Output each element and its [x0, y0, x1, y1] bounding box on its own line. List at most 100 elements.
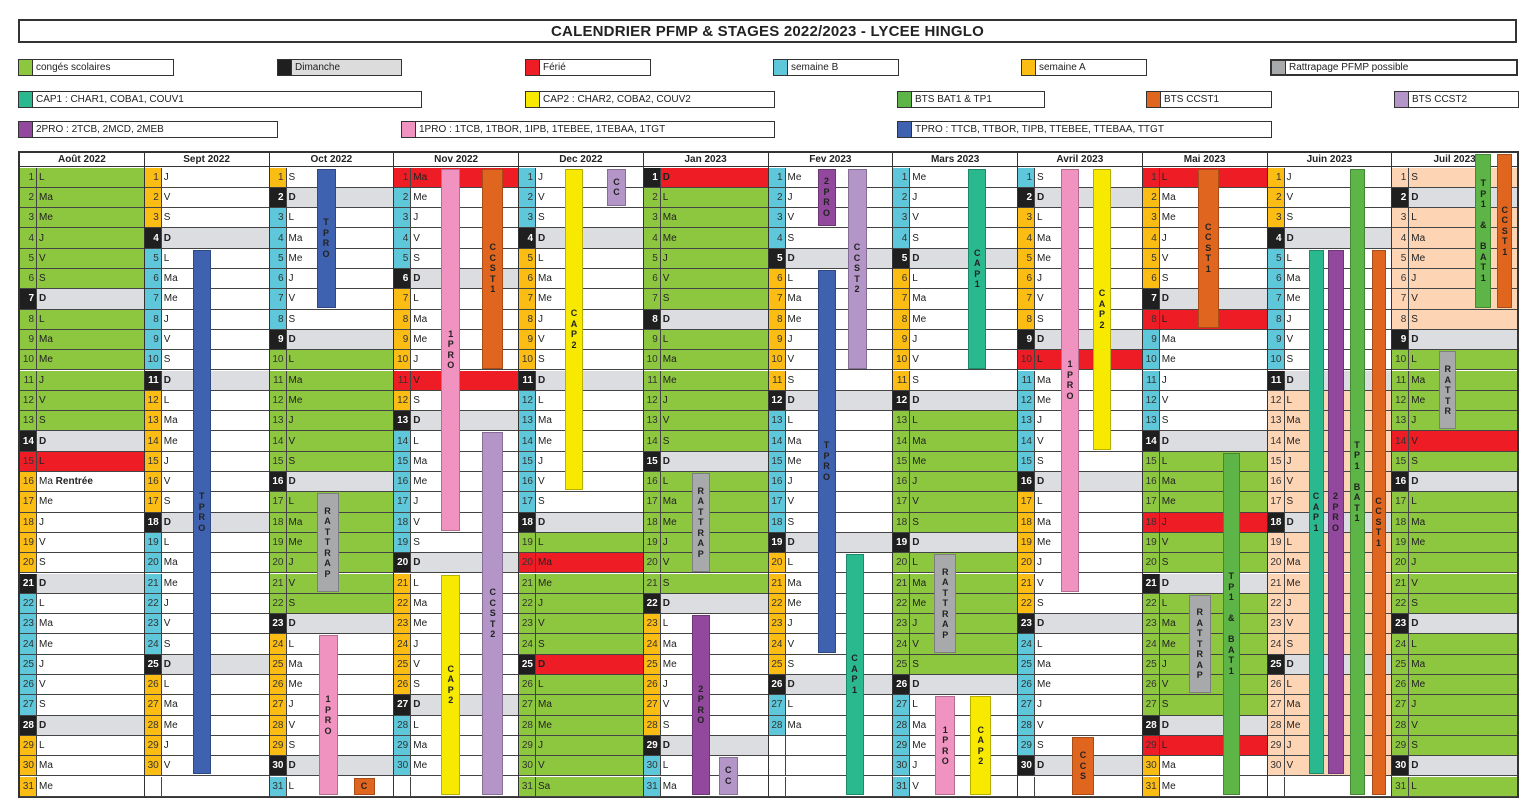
day-of-week: D — [288, 760, 296, 772]
day-number: 6 — [519, 269, 536, 289]
month-column: Mai 2023 1 L 2 Ma 3 Me 4 J 5 V 6 S 7 D 8 L 9 Ma 10 Me 11 J 12 V 1… — [1142, 153, 1268, 797]
day-row: 4 Me — [643, 228, 768, 249]
day-row: 28 V — [1018, 715, 1142, 736]
day-of-week: V — [662, 557, 670, 569]
day-number: 30 — [1142, 756, 1160, 776]
legend-item-bts_ccst2: BTS CCST2 — [1394, 91, 1519, 108]
day-number: 20 — [1142, 553, 1160, 573]
legend-item-conges: congés scolaires — [18, 59, 174, 76]
day-number — [768, 776, 786, 796]
day-number: 1 — [20, 167, 37, 187]
day-of-week: J — [787, 191, 793, 203]
day-of-week: Me — [662, 374, 677, 386]
day-number: 15 — [768, 451, 786, 471]
day-of-week: Me — [1161, 496, 1176, 508]
day-of-week: Me — [538, 293, 552, 305]
day-of-week: L — [912, 273, 918, 285]
day-number: 11 — [1392, 370, 1410, 390]
day-number: 2 — [768, 187, 786, 208]
day-of-week: V — [538, 760, 545, 772]
day-row: 27 Ma — [519, 695, 643, 716]
day-number: 20 — [519, 553, 536, 573]
day-number: 7 — [643, 289, 661, 309]
day-of-week: S — [1286, 354, 1294, 366]
day-number: 30 — [269, 756, 287, 776]
day-of-week: Me — [39, 780, 53, 792]
day-of-week: J — [1161, 232, 1167, 244]
day-of-week: Ma — [1286, 415, 1301, 427]
day-number: 31 — [20, 776, 37, 796]
day-number: 9 — [1267, 329, 1285, 350]
day-number: 29 — [893, 735, 911, 756]
day-number: 2 — [519, 187, 536, 208]
day-of-week: J — [1037, 415, 1042, 427]
day-of-week: V — [538, 618, 545, 630]
calendar-grid: Août 2022 1 L 2 Ma 3 Me 4 J 5 V 6 S 7 D 8 L 9 Ma 10 Me 11 J 12 V… — [18, 151, 1519, 798]
day-number: 12 — [1142, 390, 1160, 411]
day-of-week: J — [538, 171, 543, 183]
legend-swatch — [526, 60, 540, 75]
day-number: 30 — [893, 756, 911, 776]
day-number: 8 — [1267, 309, 1285, 329]
day-number: 13 — [1392, 411, 1410, 431]
day-of-week: V — [662, 273, 670, 285]
day-of-week: D — [413, 415, 421, 427]
day-number: 5 — [269, 248, 287, 268]
day-of-week: L — [288, 780, 295, 792]
day-row: 24 Me — [20, 634, 144, 655]
day-number: 7 — [768, 289, 786, 309]
day-number: 21 — [768, 573, 786, 593]
day-of-week: L — [662, 760, 669, 772]
day-row: 27 S — [20, 695, 144, 716]
day-of-week: L — [413, 435, 419, 447]
day-of-week: Ma — [39, 334, 53, 346]
legend-item-2pro: 2PRO : 2TCB, 2MCD, 2MEB — [18, 121, 278, 138]
day-of-week: J — [1411, 557, 1417, 569]
day-of-week: Ma — [1411, 374, 1426, 386]
day-of-week: S — [39, 273, 46, 285]
day-number: 16 — [144, 472, 162, 492]
day-of-week: D — [1161, 577, 1169, 589]
day-row: 12 Me — [1018, 390, 1142, 412]
day-of-week: V — [1286, 760, 1294, 772]
day-row: 20 J — [1392, 553, 1517, 574]
legend-swatch — [1395, 92, 1409, 107]
day-number: 25 — [1392, 654, 1410, 674]
day-of-week: Me — [1037, 394, 1051, 406]
day-row: 28 Me — [519, 715, 643, 736]
day-number: 15 — [1392, 451, 1410, 471]
day-number: 26 — [144, 675, 162, 695]
day-of-week: J — [1161, 374, 1167, 386]
day-number: 12 — [394, 390, 412, 411]
day-of-week: L — [39, 313, 45, 325]
day-number: 4 — [1392, 228, 1410, 248]
day-of-week: J — [912, 760, 918, 772]
day-number: 2 — [394, 187, 412, 208]
day-row: 12 J — [643, 390, 768, 412]
day-number: 1 — [893, 167, 911, 187]
day-number: 15 — [269, 451, 287, 471]
day-number: 3 — [269, 208, 287, 228]
day-number: 29 — [269, 735, 287, 756]
day-of-week: S — [288, 171, 296, 183]
day-of-week: L — [39, 597, 45, 609]
day-of-week: L — [1286, 252, 1293, 264]
day-of-week: J — [39, 516, 44, 528]
day-number: 3 — [144, 208, 162, 228]
day-of-week: J — [1411, 273, 1417, 285]
day-number: 24 — [643, 634, 661, 654]
legend-swatch — [526, 92, 540, 107]
day-row: 22 D — [643, 593, 768, 615]
day-number: 21 — [893, 573, 911, 593]
day-of-week: D — [912, 679, 920, 691]
day-number: 24 — [1018, 634, 1035, 654]
